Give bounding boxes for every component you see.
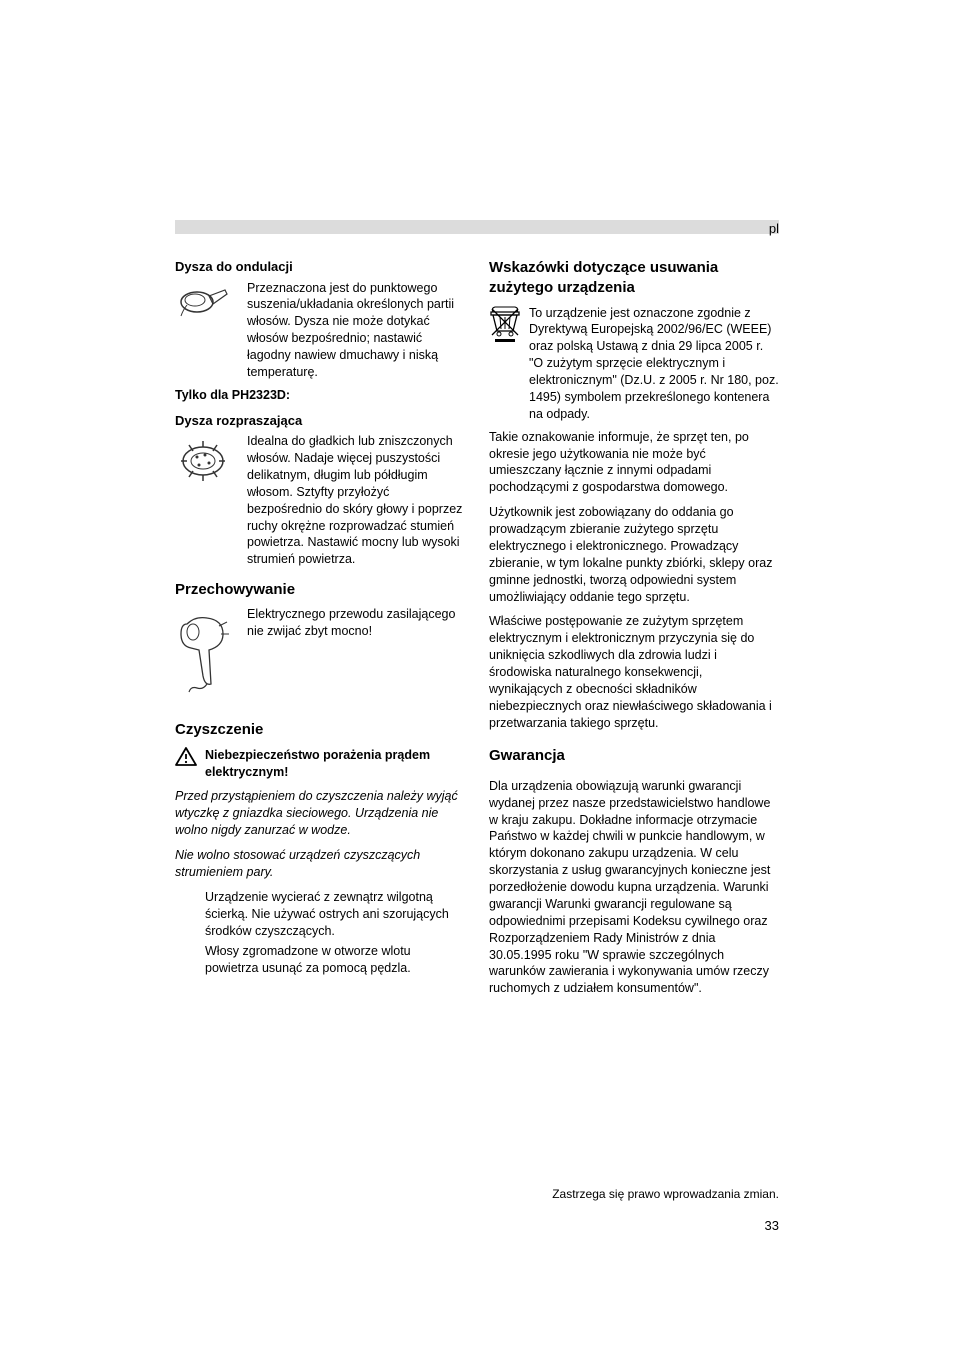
diffuser-icon: [175, 433, 247, 489]
heading-diffuser: Dysza rozpraszająca: [175, 412, 465, 430]
model-note: Tylko dla PH2323D:: [175, 387, 465, 404]
header-bar: [175, 220, 779, 234]
cleaning-steps: Urządzenie wycierać z zewnątrz wilgotną …: [175, 889, 465, 977]
footer-note: Zastrzega się prawo wprowadzania zmian.: [552, 1187, 779, 1201]
warranty-body: Dla urządzenia obowiązują warunki gwaran…: [489, 778, 779, 997]
block-nozzle-curl: Przeznaczona jest do punktowego suszenia…: [175, 280, 465, 381]
heading-cleaning: Czyszczenie: [175, 720, 465, 740]
heading-storage: Przechowywanie: [175, 580, 465, 600]
heading-nozzle-curl: Dysza do ondulacji: [175, 258, 465, 276]
page-body: Dysza do ondulacji Przeznaczona jest do …: [175, 258, 779, 1005]
page-number: 33: [765, 1218, 779, 1233]
cleaning-step-2: Włosy zgromadzone w otworze wlotu powiet…: [205, 943, 465, 977]
cleaning-warning-1: Przed przystąpieniem do czyszczenia nale…: [175, 788, 465, 839]
left-column: Dysza do ondulacji Przeznaczona jest do …: [175, 258, 465, 1005]
disposal-p3: Właściwe postępowanie ze zużytym sprzęte…: [489, 613, 779, 731]
heading-disposal: Wskazówki dotyczące usuwania zużytego ur…: [489, 258, 779, 299]
storage-text: Elektrycznego przewodu zasilającego nie …: [247, 606, 465, 640]
nozzle-curl-icon: [175, 280, 247, 322]
nozzle-curl-text: Przeznaczona jest do punktowego suszenia…: [247, 280, 465, 381]
diffuser-text: Idealna do gładkich lub zniszczonych wło…: [247, 433, 465, 568]
weee-text: To urządzenie jest oznaczone zgodnie z D…: [529, 305, 779, 423]
block-storage: Elektrycznego przewodu zasilającego nie …: [175, 606, 465, 696]
cleaning-step-1: Urządzenie wycierać z zewnątrz wilgotną …: [205, 889, 465, 940]
block-diffuser: Idealna do gładkich lub zniszczonych wło…: [175, 433, 465, 568]
warning-row: Niebezpieczeństwo porażenia prądem elekt…: [175, 747, 465, 781]
warning-title: Niebezpieczeństwo porażenia prądem elekt…: [205, 747, 465, 781]
block-weee: To urządzenie jest oznaczone zgodnie z D…: [489, 305, 779, 423]
language-code: pl: [769, 221, 779, 236]
cleaning-warning-2: Nie wolno stosować urządzeń czyszczących…: [175, 847, 465, 881]
weee-icon: [489, 305, 529, 345]
warning-icon: [175, 747, 205, 772]
heading-warranty: Gwarancja: [489, 746, 779, 766]
disposal-p1: Takie oznakowanie informuje, że sprzęt t…: [489, 429, 779, 497]
hairdryer-icon: [175, 606, 247, 696]
right-column: Wskazówki dotyczące usuwania zużytego ur…: [489, 258, 779, 1005]
disposal-p2: Użytkownik jest zobowiązany do oddania g…: [489, 504, 779, 605]
